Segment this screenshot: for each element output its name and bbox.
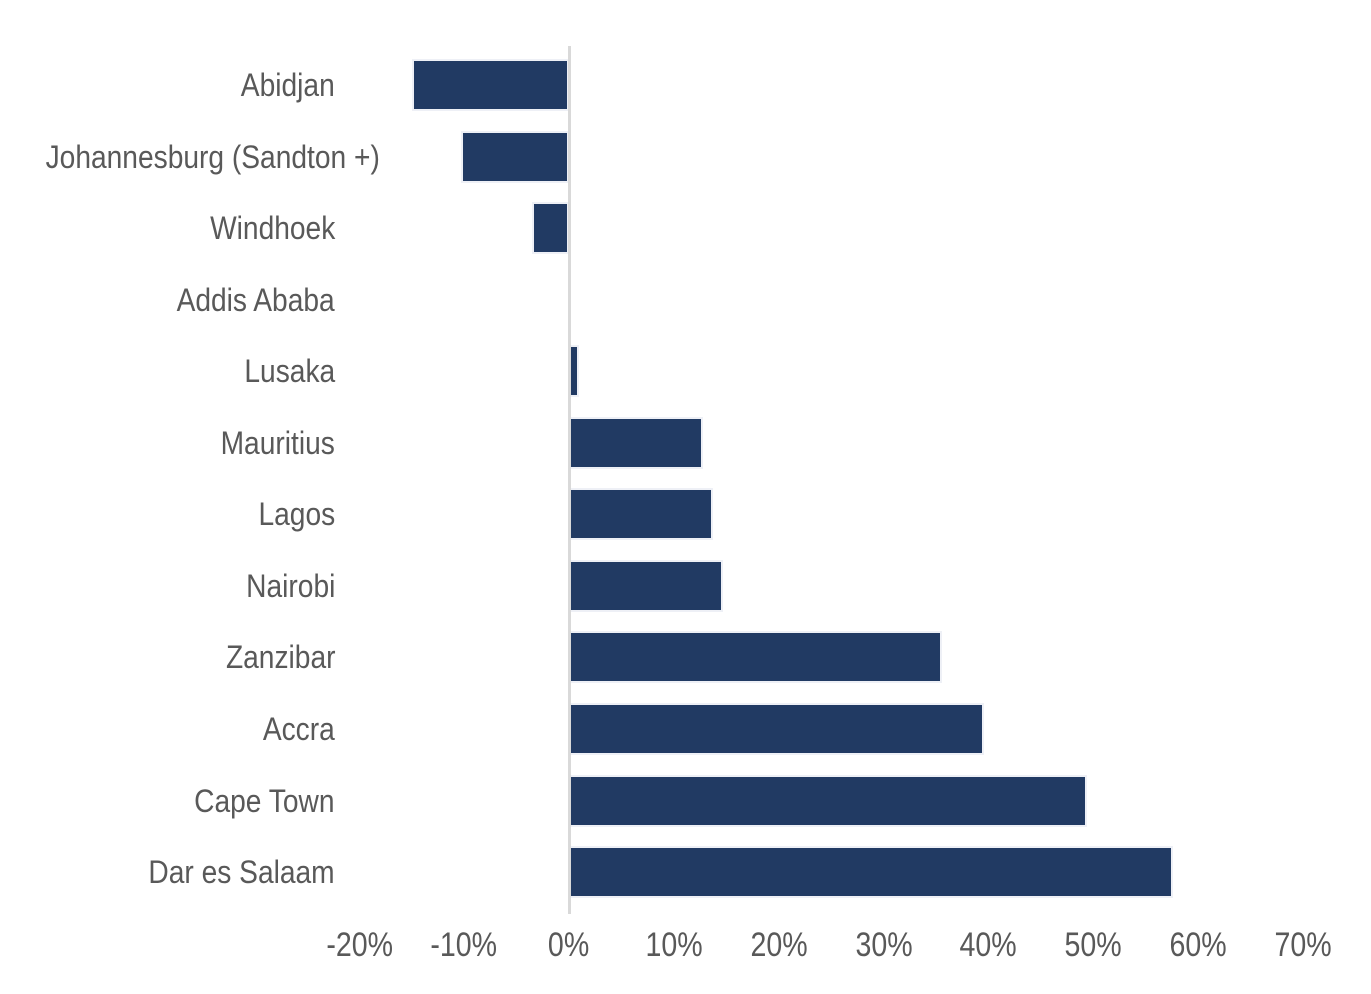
x-tick-label: 50% xyxy=(1013,926,1173,965)
bar-cape-town xyxy=(569,774,1087,827)
category-label: Windhoek xyxy=(0,202,335,254)
x-tick-label-text: 40% xyxy=(959,926,1018,964)
category-label-text: Zanzibar xyxy=(225,639,335,676)
x-tick-label-text: 60% xyxy=(1169,926,1227,964)
category-label: Lagos xyxy=(0,488,335,540)
x-tick-label: 20% xyxy=(699,926,859,965)
x-tick-label: 0% xyxy=(489,926,649,965)
category-label-text: Dar es Salaam xyxy=(148,854,335,891)
category-label-text: Addis Ababa xyxy=(176,281,335,318)
x-tick-label-text: 50% xyxy=(1064,926,1122,964)
category-label: Lusaka xyxy=(0,345,335,397)
bar-zanzibar xyxy=(569,631,943,684)
x-tick-label-text: -10% xyxy=(430,926,498,964)
x-tick-label: -10% xyxy=(384,926,544,965)
category-label-text: Nairobi xyxy=(245,567,335,604)
bar-nairobi xyxy=(569,559,724,612)
x-tick-label-text: 10% xyxy=(645,926,703,964)
category-label: Cape Town xyxy=(0,775,335,827)
category-label: Addis Ababa xyxy=(0,274,335,326)
bar-dar-es-salaam xyxy=(569,846,1173,899)
category-label-text: Windhoek xyxy=(209,210,335,247)
x-tick-label: 30% xyxy=(804,926,964,965)
x-tick-label: -20% xyxy=(279,926,439,965)
x-tick-label-text: 0% xyxy=(548,926,590,964)
x-tick-label-text: -20% xyxy=(325,926,393,964)
category-label-text: Abidjan xyxy=(241,67,335,103)
category-label: Johannesburg (Sandton +) xyxy=(0,131,380,183)
category-label-text: Mauritius xyxy=(220,424,335,461)
category-label-text: Lusaka xyxy=(244,353,335,390)
bar-accra xyxy=(569,702,985,755)
x-tick-label-text: 30% xyxy=(854,926,913,964)
bar-abidjan xyxy=(411,59,569,111)
category-label: Dar es Salaam xyxy=(0,846,335,898)
category-label-text: Lagos xyxy=(258,496,335,533)
category-label-text: Cape Town xyxy=(194,782,335,819)
bar-mauritius xyxy=(569,416,704,469)
zero-axis-line xyxy=(567,46,571,914)
x-tick-label: 10% xyxy=(594,926,754,965)
x-tick-label: 40% xyxy=(908,926,1068,965)
category-label: Mauritius xyxy=(0,417,335,469)
category-label-text: Accra xyxy=(263,710,335,747)
x-tick-label: 70% xyxy=(1223,926,1371,965)
bar-windhoek xyxy=(532,202,569,255)
x-tick-label: 60% xyxy=(1118,926,1278,965)
x-tick-label-text: 70% xyxy=(1274,926,1332,964)
category-label: Accra xyxy=(0,703,335,755)
category-label: Abidjan xyxy=(0,59,335,111)
category-label: Nairobi xyxy=(0,560,335,612)
category-label: Zanzibar xyxy=(0,631,335,683)
bar-johannesburg-sandton xyxy=(460,130,569,183)
bar-lusaka xyxy=(569,345,580,398)
category-label-text: Johannesburg (Sandton +) xyxy=(45,138,380,175)
x-tick-label-text: 20% xyxy=(750,926,808,964)
bar-lagos xyxy=(569,488,713,541)
